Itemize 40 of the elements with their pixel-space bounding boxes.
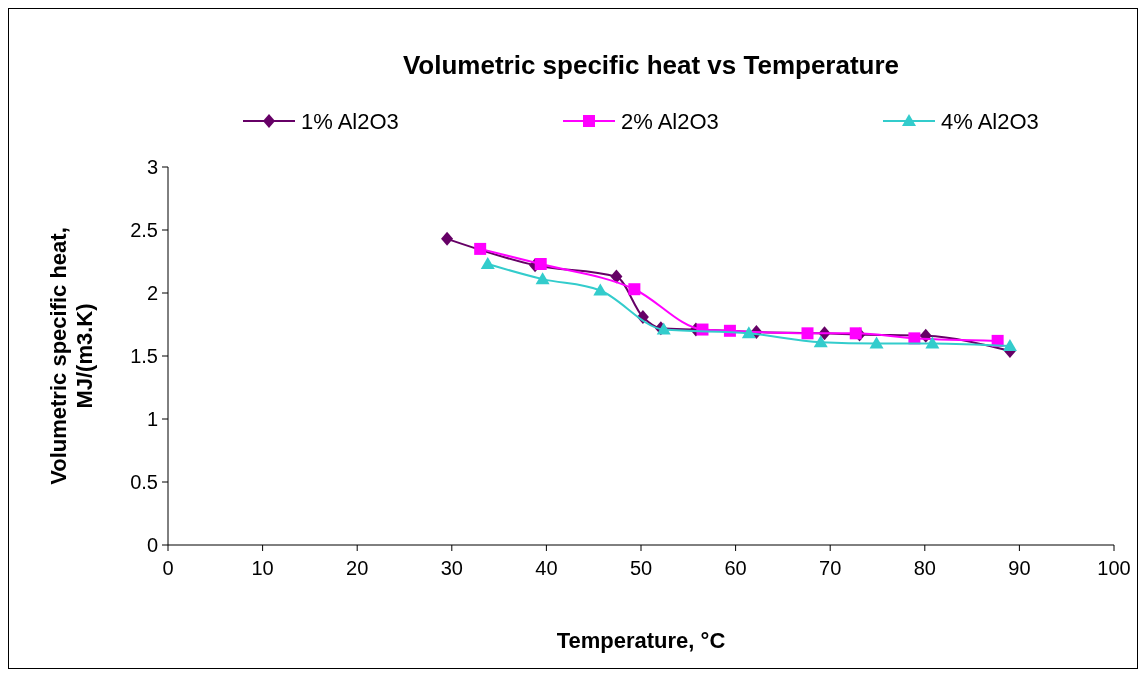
- y-tick-label: 1: [146, 408, 158, 430]
- point: [656, 322, 671, 335]
- y-axis-title: Volumetric specific heat, MJ/(m3.K): [46, 227, 97, 485]
- x-tick-label: 90: [1008, 557, 1031, 579]
- x-axis-title: Temperature, °C: [556, 628, 726, 653]
- point: [535, 272, 550, 285]
- x-tick-label: 50: [629, 557, 653, 579]
- point: [628, 283, 641, 296]
- x-tick-label: 10: [251, 557, 274, 579]
- x-tick-label: 60: [724, 557, 747, 579]
- x-tick-label: 30: [440, 557, 463, 579]
- y-tick-label: 0: [146, 534, 158, 556]
- point: [1002, 338, 1017, 351]
- point: [480, 257, 495, 270]
- point: [441, 231, 454, 246]
- x-tick-label: 20: [346, 557, 369, 579]
- y-tick-label: 2: [146, 282, 158, 304]
- legend-label: 2% Al2O3: [621, 108, 719, 134]
- y-tick-label: 2.5: [130, 219, 158, 241]
- x-tick-label: 100: [1097, 557, 1131, 579]
- point: [741, 326, 756, 339]
- legend-label: 1% Al2O3: [301, 108, 399, 134]
- y-tick-label: 3: [146, 156, 158, 178]
- point: [925, 336, 940, 349]
- x-tick-label: 40: [535, 557, 558, 579]
- y-tick-label: 1.5: [130, 345, 158, 367]
- point: [610, 269, 623, 284]
- x-tick-label: 70: [819, 557, 842, 579]
- x-tick-label: 0: [162, 557, 174, 579]
- point: [801, 327, 814, 340]
- point: [849, 327, 862, 340]
- y-tick-label: 0.5: [130, 471, 158, 493]
- point: [813, 335, 828, 348]
- point: [534, 258, 547, 271]
- legend-label: 4% Al2O3: [941, 108, 1039, 134]
- point: [474, 242, 487, 255]
- x-tick-label: 80: [913, 557, 936, 579]
- chart-title: Volumetric specific heat vs Temperature: [402, 50, 900, 80]
- point: [869, 336, 884, 349]
- point: [593, 283, 608, 296]
